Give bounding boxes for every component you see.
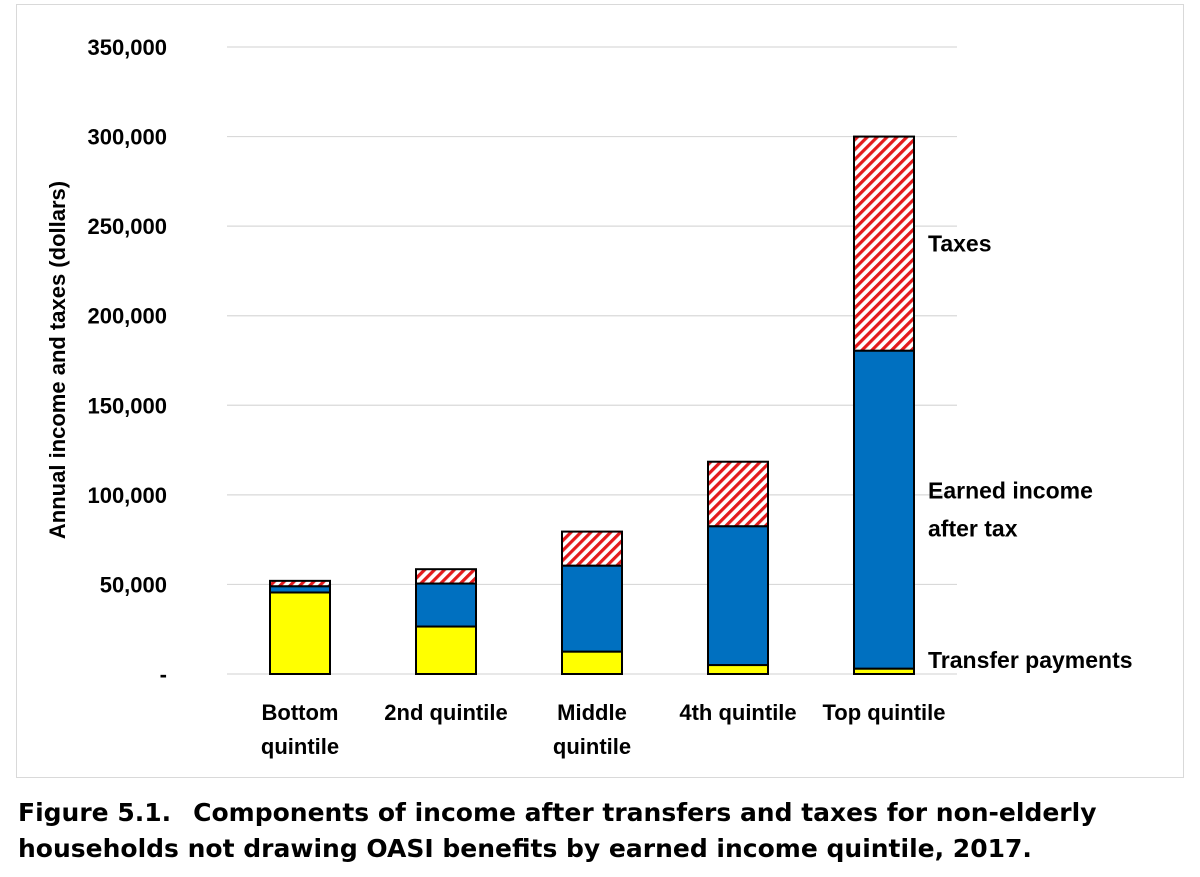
x-tick-label: Top quintile xyxy=(822,700,945,725)
y-tick-label: 300,000 xyxy=(87,125,167,150)
series-label-taxes: Taxes xyxy=(928,231,992,257)
series-label-earned-income-after-tax: Earned income after tax xyxy=(928,478,1093,542)
x-axis-tick-labels: Bottom quintile 2nd quintile Middle quintile… xyxy=(261,700,946,759)
bar-segment-earned-income-after-tax xyxy=(415,582,477,628)
bar-segment-transfer-payments xyxy=(561,650,623,675)
y-tick-label: 100,000 xyxy=(87,483,167,508)
bar-segment-taxes xyxy=(415,568,477,585)
series-labels: Taxes Earned income after tax Transfer paym… xyxy=(928,231,1133,673)
y-axis-label: Annual income and taxes (dollars) xyxy=(45,181,70,539)
y-tick-label: - xyxy=(160,662,167,687)
x-tick-label: 4th quintile xyxy=(679,700,796,725)
figure-caption-text: Components of income after transfers and… xyxy=(18,798,1097,863)
y-axis-tick-labels: - 50,000 100,000 150,000 200,000 250,000 300,0… xyxy=(87,35,167,687)
x-tick-label: Middle quintile xyxy=(553,700,631,759)
x-tick-label: 2nd quintile xyxy=(384,700,507,725)
bar-segment-transfer-payments xyxy=(707,664,769,675)
y-tick-label: 200,000 xyxy=(87,304,167,329)
y-tick-label: 50,000 xyxy=(100,572,167,597)
chart-frame: - 50,000 100,000 150,000 200,000 250,000 300,0… xyxy=(16,4,1184,778)
bars xyxy=(269,135,915,676)
y-tick-label: 150,000 xyxy=(87,393,167,418)
x-tick-label: Bottom quintile xyxy=(261,700,339,759)
y-tick-label: 250,000 xyxy=(87,214,167,239)
bar-segment-earned-income-after-tax xyxy=(853,349,915,670)
bar-segment-transfer-payments xyxy=(269,591,331,675)
bar-segment-earned-income-after-tax xyxy=(561,564,623,653)
stacked-bar-chart: - 50,000 100,000 150,000 200,000 250,000 300,0… xyxy=(45,35,1133,759)
bar-segment-taxes xyxy=(707,460,769,528)
bar-segment-taxes xyxy=(561,530,623,567)
figure-number: Figure 5.1. xyxy=(18,798,172,827)
bar-segment-earned-income-after-tax xyxy=(707,525,769,667)
bar-segment-taxes xyxy=(853,135,915,352)
bar-segment-taxes xyxy=(269,579,331,588)
series-label-transfer-payments: Transfer payments xyxy=(928,647,1133,673)
figure-caption: Figure 5.1. Components of income after tr… xyxy=(18,795,1193,867)
y-tick-label: 350,000 xyxy=(87,35,167,60)
bar-segment-transfer-payments xyxy=(415,625,477,676)
gridlines xyxy=(227,46,957,675)
